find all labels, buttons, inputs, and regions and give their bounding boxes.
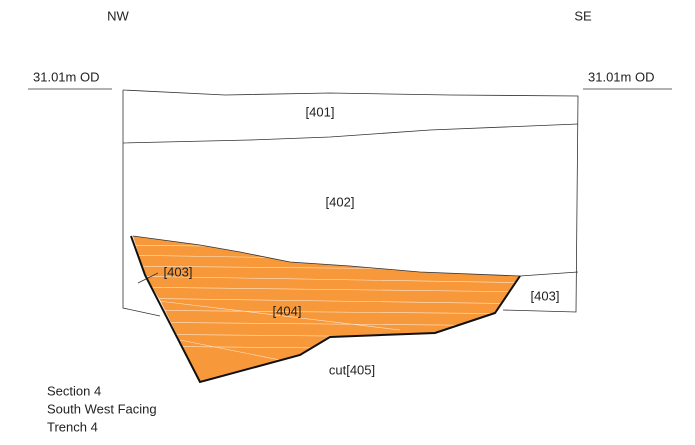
datum-left: 31.01m OD (33, 69, 99, 84)
context-label: [403] (164, 264, 193, 279)
orientation-left: NW (107, 8, 129, 23)
context-label: [402] (326, 194, 355, 209)
caption-line: Trench 4 (47, 419, 98, 434)
context-label: [403] (531, 288, 560, 303)
context-label: [401] (306, 104, 335, 119)
layer-lines (28, 88, 672, 317)
caption-line: South West Facing (47, 401, 157, 416)
orientation-right: SE (574, 8, 592, 23)
cut-line (130, 235, 521, 384)
fill-404 (133, 236, 520, 382)
datum-right: 31.01m OD (588, 69, 654, 84)
context-label: [404] (273, 303, 302, 318)
fill-top (132, 235, 521, 277)
context-label: cut[405] (329, 362, 375, 377)
caption-line: Section 4 (47, 383, 101, 398)
